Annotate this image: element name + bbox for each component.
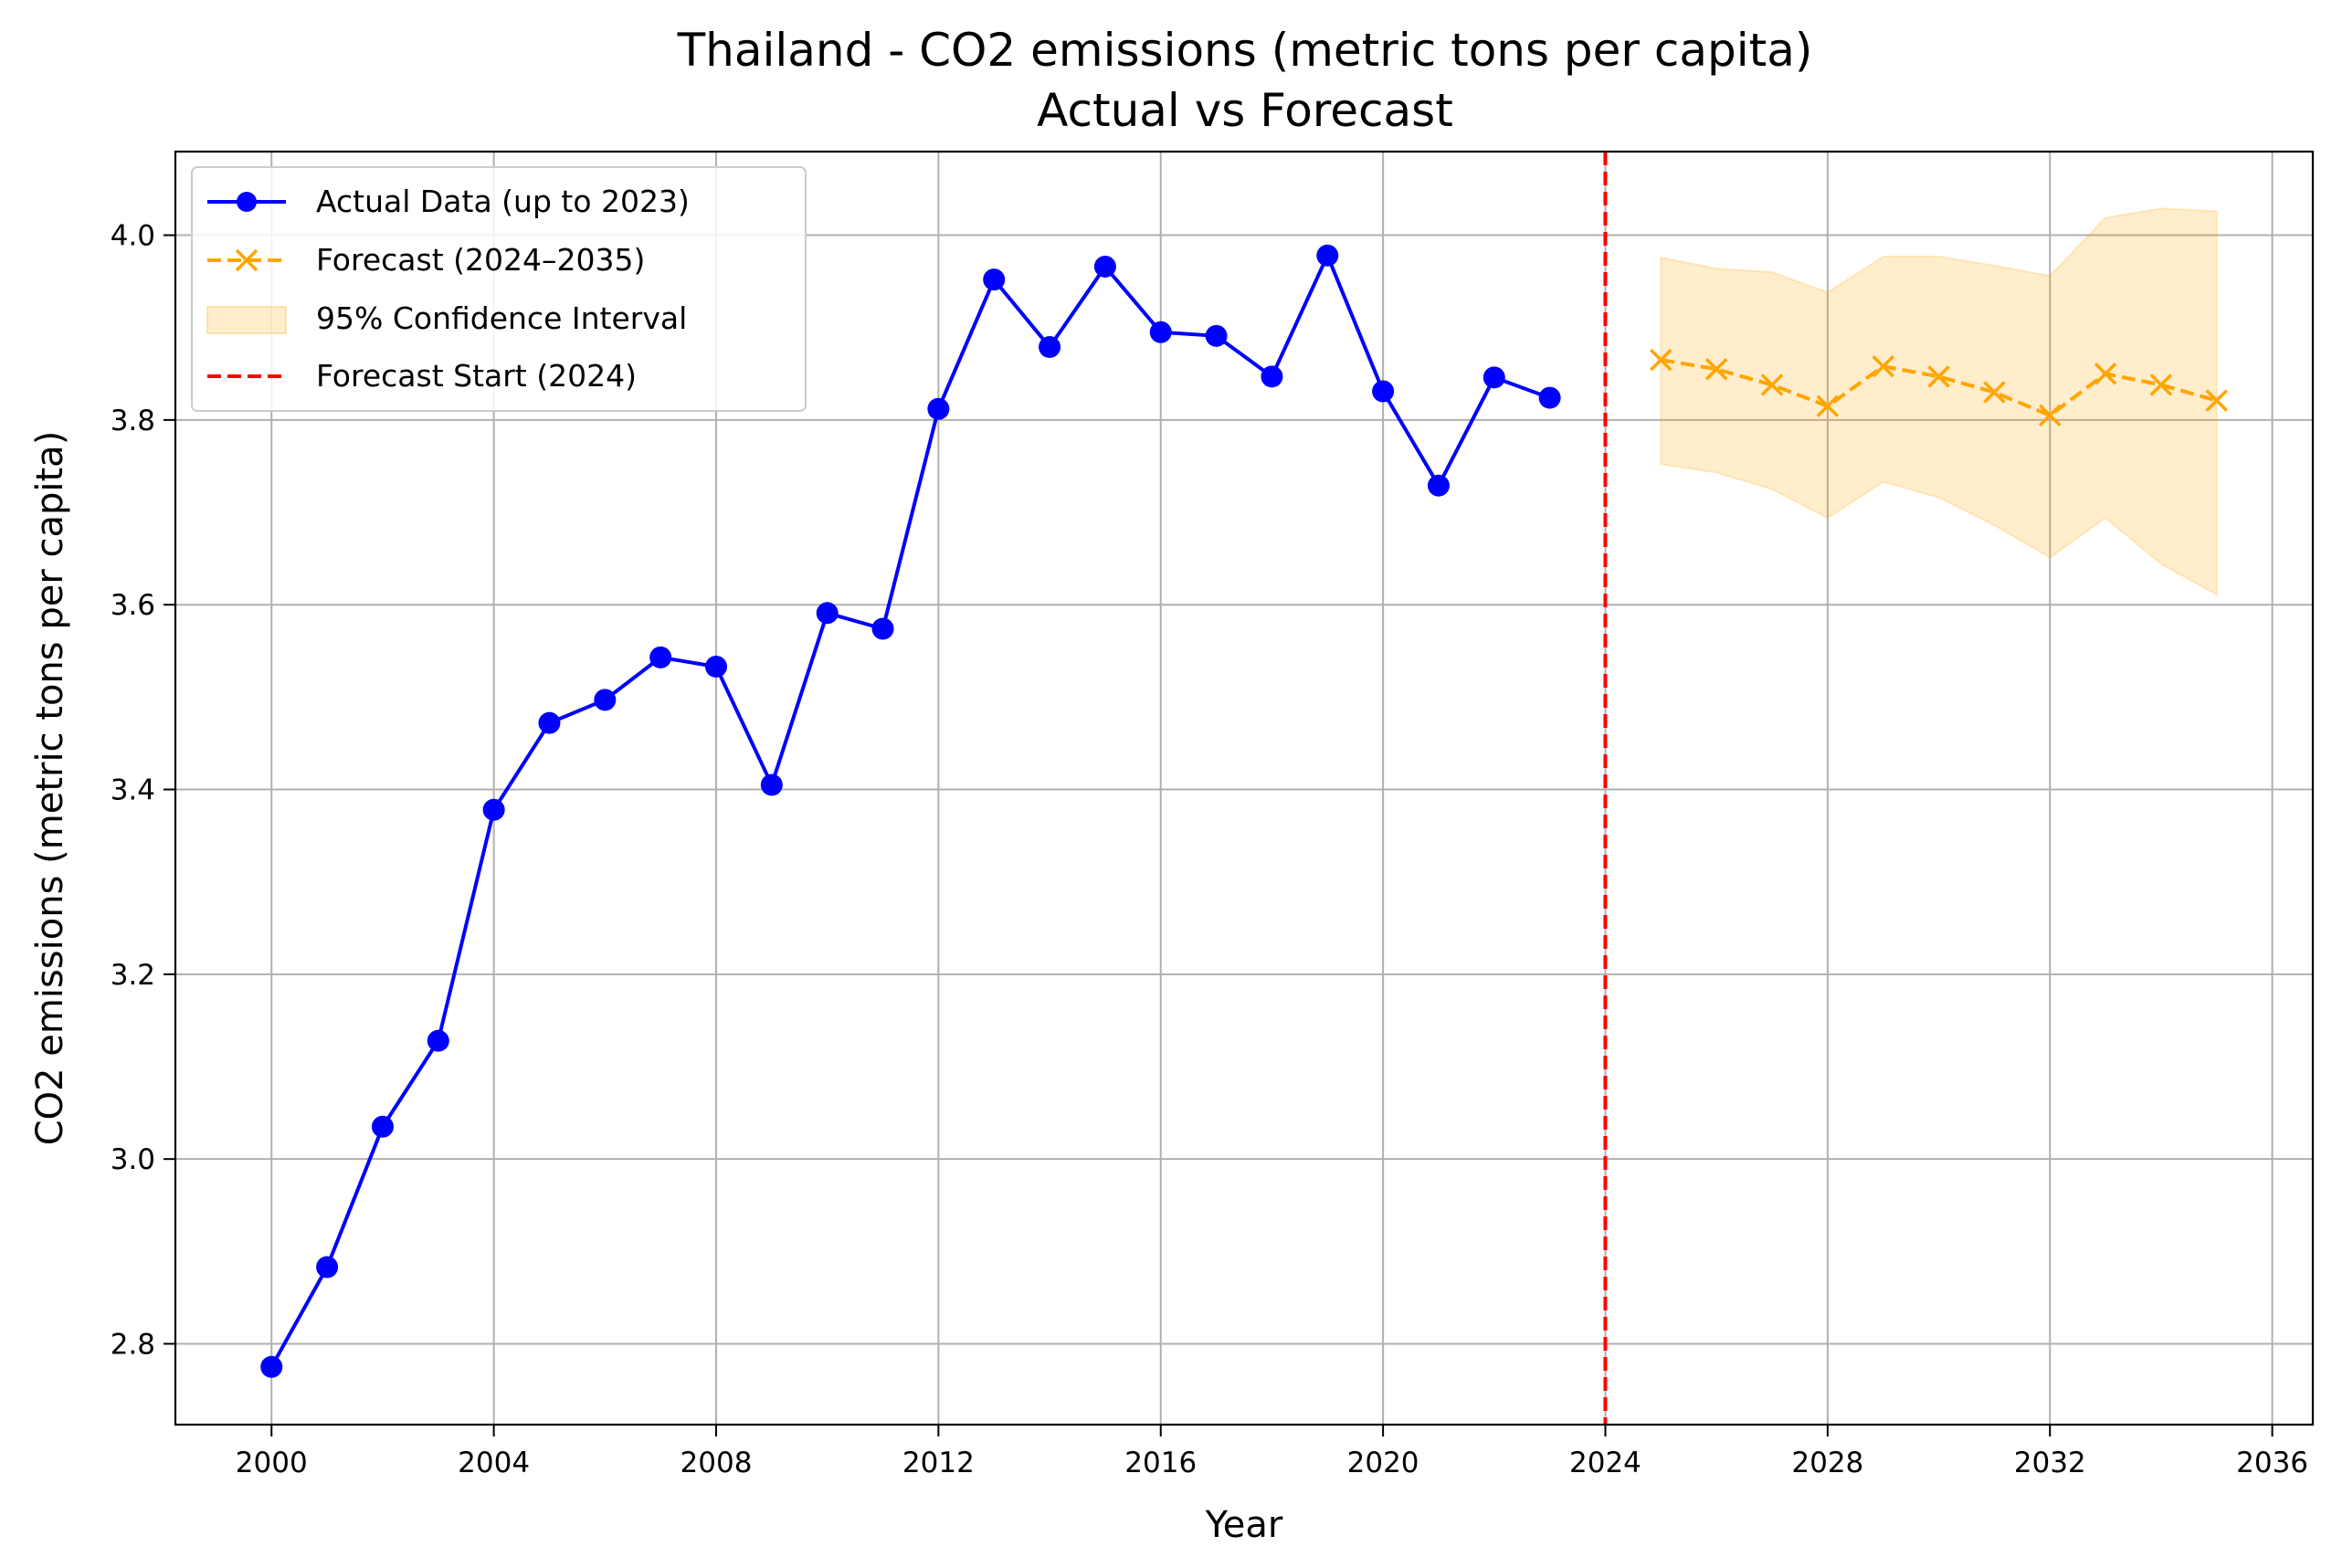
forecast-point	[1760, 374, 1784, 396]
data-point	[1316, 244, 1339, 267]
y-tick-label: 3.8	[111, 405, 155, 437]
forecast-point	[1816, 395, 1840, 417]
data-point	[1205, 324, 1228, 347]
data-point	[871, 617, 894, 640]
legend-confidence-label: 95% Confidence Interval	[316, 300, 687, 336]
x-tick-label: 2036	[2236, 1447, 2308, 1479]
x-tick-label: 2008	[681, 1447, 753, 1479]
data-point	[1149, 321, 1172, 343]
forecast-point	[2094, 363, 2117, 385]
x-tick-label: 2012	[902, 1447, 975, 1479]
legend-entry-confidence: 95% Confidence Interval	[206, 300, 687, 336]
data-point	[594, 689, 617, 711]
x-tick-label: 2032	[2014, 1447, 2086, 1479]
forecast-point	[1704, 357, 1728, 381]
grid	[175, 152, 2313, 1425]
y-tick-label: 4.0	[111, 220, 155, 253]
x-axis-ticks: 2000 2004 2008 2012 2016 2020 2024 2028 2032 2036	[236, 1425, 2308, 1479]
chart-title: Thailand - CO2 emissions (metric tons pe…	[677, 24, 1813, 77]
data-point	[482, 798, 505, 821]
data-point	[760, 773, 783, 796]
y-tick-label: 3.2	[111, 959, 155, 992]
x-tick-label: 2020	[1347, 1447, 1419, 1479]
x-tick-label: 2000	[236, 1447, 308, 1479]
legend-actual-marker	[237, 192, 257, 212]
confidence-band-layer	[1660, 207, 2218, 596]
legend: Actual Data (up to 2023) Forecast (2024–…	[191, 166, 807, 412]
data-point	[927, 397, 950, 420]
forecast-point	[1983, 381, 2006, 404]
data-point	[1427, 474, 1450, 497]
data-point	[1093, 255, 1116, 278]
forecast-point	[2149, 374, 2173, 396]
forecast-point	[1650, 348, 1672, 372]
legend-entry-forecast: Forecast (2024–2035)	[207, 242, 645, 278]
data-point	[371, 1115, 394, 1138]
data-point	[1483, 366, 1505, 389]
legend-entry-actual: Actual Data (up to 2023)	[207, 184, 690, 219]
data-point	[704, 655, 727, 678]
forecast-point	[2038, 404, 2062, 427]
y-axis-ticks: 2.8 3.0 3.2 3.4 3.6 3.8 4.0	[111, 220, 175, 1361]
data-point	[1538, 386, 1561, 409]
y-tick-label: 2.8	[111, 1328, 155, 1361]
data-point	[1039, 335, 1061, 358]
legend-forecast-label: Forecast (2024–2035)	[316, 242, 645, 278]
series-line-1	[1660, 358, 2218, 417]
data-point	[316, 1256, 339, 1279]
x-tick-label: 2016	[1124, 1447, 1197, 1479]
forecast-point	[2205, 389, 2228, 412]
data-point	[649, 646, 672, 668]
legend-entry-forecast-start: Forecast Start (2024)	[207, 358, 637, 394]
forecast-point	[1927, 365, 1950, 388]
x-tick-label: 2004	[458, 1447, 530, 1479]
legend-frame	[191, 166, 807, 412]
y-tick-label: 3.4	[111, 774, 155, 807]
chart-subtitle: Actual vs Forecast	[1037, 84, 1453, 137]
series-line-0	[269, 253, 1551, 1368]
confidence-band	[1660, 207, 2218, 596]
legend-actual-label: Actual Data (up to 2023)	[316, 184, 690, 219]
data-point	[538, 711, 561, 734]
data-point	[983, 268, 1006, 291]
data-point	[816, 602, 839, 625]
data-point	[1372, 380, 1395, 403]
legend-forecast-start-label: Forecast Start (2024)	[316, 358, 637, 394]
y-axis-label: CO2 emissions (metric tons per capita)	[29, 431, 71, 1146]
x-axis-label: Year	[1205, 1504, 1283, 1546]
y-tick-label: 3.0	[111, 1143, 155, 1176]
data-point	[1261, 365, 1283, 388]
data-point	[427, 1029, 449, 1052]
data-point	[260, 1355, 283, 1378]
legend-confidence-swatch	[206, 306, 287, 334]
x-tick-label: 2024	[1569, 1447, 1641, 1479]
x-tick-label: 2028	[1791, 1447, 1863, 1479]
forecast-point	[1872, 354, 1894, 378]
y-tick-label: 3.6	[111, 589, 155, 622]
series-layer	[260, 244, 2228, 1378]
legend-forecast-marker	[235, 248, 259, 272]
plot-frame	[174, 150, 2315, 1426]
